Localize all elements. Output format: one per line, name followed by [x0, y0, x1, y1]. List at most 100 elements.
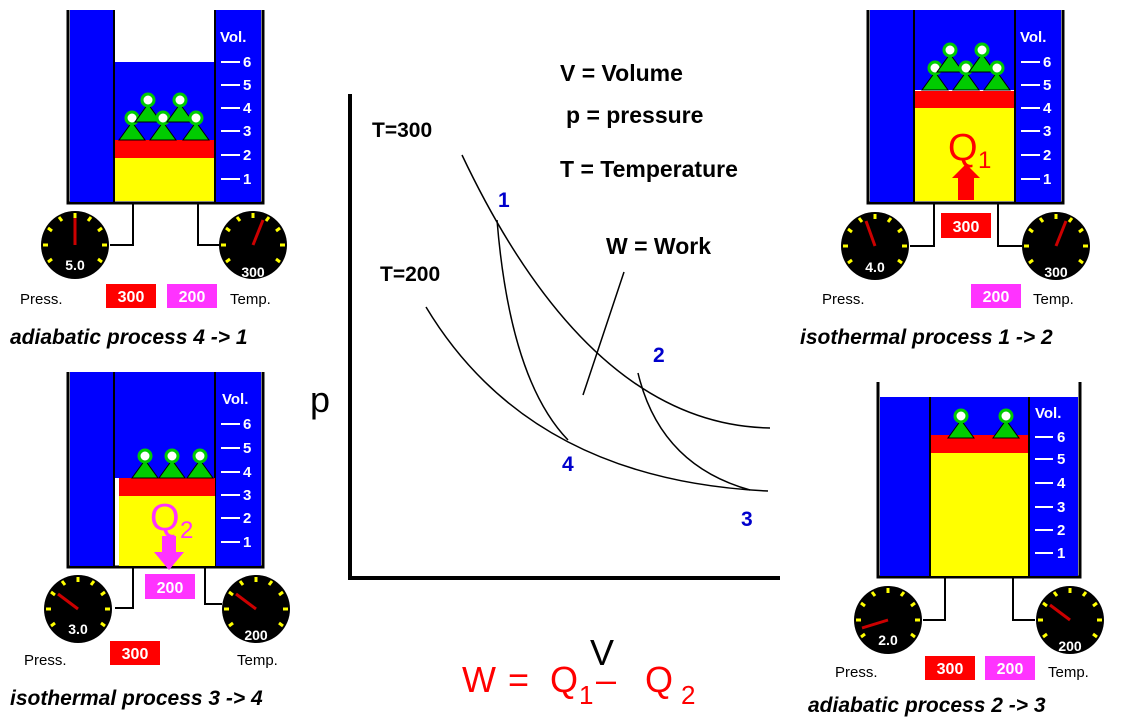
- caption-adiabatic-4-1: adiabatic process 4 -> 1: [10, 326, 248, 349]
- panel-adiabatic-2-3: Vol. 6 5 4 3 2 1 2.0 200 Press. Temp. 300 2…: [808, 382, 1104, 717]
- svg-text:1: 1: [978, 147, 991, 174]
- temperature-gauge: 300: [219, 211, 287, 280]
- svg-text:300: 300: [118, 289, 145, 306]
- tank-outline: [66, 10, 265, 205]
- svg-text:4: 4: [1057, 475, 1066, 492]
- svg-text:300: 300: [241, 264, 265, 280]
- legend-volume: V = Volume: [560, 60, 683, 86]
- svg-text:200: 200: [983, 289, 1010, 306]
- hot-reservoir-badge: [110, 641, 160, 665]
- x-axis-label: V: [590, 632, 614, 673]
- panel-isothermal-3-4: Vol. 6 5 4 3 2 1 Q 2 200 3.0 200 Press. Tem…: [10, 372, 290, 710]
- point-4-label: 4: [562, 453, 574, 476]
- pressure-gauge: 4.0: [841, 212, 909, 280]
- point-2-label: 2: [653, 344, 665, 367]
- svg-text:200: 200: [1058, 638, 1082, 654]
- svg-text:300: 300: [1044, 264, 1068, 280]
- svg-text:Press.: Press.: [24, 652, 67, 669]
- svg-text:4.0: 4.0: [865, 259, 885, 275]
- hot-reservoir-badge: [925, 656, 975, 680]
- svg-text:3: 3: [1043, 123, 1051, 140]
- caption-isothermal-3-4: isothermal process 3 -> 4: [10, 687, 263, 710]
- volume-scale: [1029, 397, 1078, 576]
- svg-text:5: 5: [1057, 451, 1065, 468]
- svg-text:Temp.: Temp.: [230, 291, 271, 308]
- y-axis-label: p: [310, 379, 330, 420]
- legend-pressure: p = pressure: [566, 102, 703, 128]
- svg-text:Temp.: Temp.: [237, 652, 278, 669]
- svg-text:=: =: [508, 659, 529, 700]
- gas-volume: [115, 158, 214, 201]
- pressure-gauge: 2.0: [854, 586, 922, 654]
- svg-text:Temp.: Temp.: [1048, 664, 1089, 681]
- svg-text:Vol.: Vol.: [222, 391, 248, 408]
- svg-text:2.0: 2.0: [878, 632, 898, 648]
- adiabat-4-1-curve: [496, 219, 569, 441]
- svg-text:Vol.: Vol.: [1020, 29, 1046, 46]
- temperature-gauge: 200: [1036, 586, 1104, 654]
- temperature-gauge: 300: [1022, 212, 1090, 280]
- temperature-gauge: 200: [222, 575, 290, 643]
- point-1-label: 1: [498, 189, 510, 212]
- svg-text:Press.: Press.: [20, 291, 63, 308]
- svg-text:Press.: Press.: [835, 664, 878, 681]
- svg-text:300: 300: [953, 219, 980, 236]
- cold-reservoir-badge: [985, 656, 1035, 680]
- piston: [931, 435, 1028, 453]
- volume-scale: [215, 372, 261, 566]
- volume-scale: [215, 10, 261, 202]
- svg-text:2: 2: [1043, 147, 1051, 164]
- svg-text:5.0: 5.0: [65, 257, 85, 273]
- svg-text:Q: Q: [645, 659, 673, 700]
- svg-text:2: 2: [243, 147, 251, 164]
- svg-text:3: 3: [243, 487, 251, 504]
- hot-reservoir-badge: [941, 213, 991, 238]
- caption-isothermal-1-2: isothermal process 1 -> 2: [800, 326, 1053, 349]
- svg-text:1: 1: [1043, 171, 1051, 188]
- svg-text:Press.: Press.: [822, 291, 865, 308]
- svg-text:1: 1: [1057, 545, 1065, 562]
- svg-text:3: 3: [243, 123, 251, 140]
- piston: [119, 478, 215, 496]
- svg-text:1: 1: [243, 171, 251, 188]
- pressure-gauge: 5.0: [41, 211, 109, 279]
- svg-text:W: W: [462, 659, 496, 700]
- hot-reservoir-badge: [106, 284, 156, 308]
- isotherm-300-label: T=300: [372, 119, 432, 142]
- svg-text:6: 6: [243, 416, 251, 433]
- legend-work: W = Work: [606, 233, 711, 259]
- heat-out-label: Q: [150, 497, 180, 539]
- svg-text:300: 300: [937, 661, 964, 678]
- svg-text:Q: Q: [550, 659, 578, 700]
- isotherm-200-label: T=200: [380, 263, 440, 286]
- svg-text:6: 6: [1057, 429, 1065, 446]
- cold-reservoir-badge: [971, 284, 1021, 308]
- svg-text:200: 200: [157, 580, 184, 597]
- legend-temperature: T = Temperature: [560, 156, 738, 182]
- svg-text:200: 200: [997, 661, 1024, 678]
- svg-text:Vol.: Vol.: [1035, 405, 1061, 422]
- svg-text:1: 1: [579, 680, 593, 710]
- svg-text:3: 3: [1057, 499, 1065, 516]
- pv-diagram: T=300 T=200 1 2 3 4 V = Volume p = press…: [310, 60, 780, 710]
- svg-text:2: 2: [180, 517, 193, 544]
- svg-text:1: 1: [243, 534, 251, 551]
- gas-volume: [931, 453, 1028, 576]
- svg-text:5: 5: [243, 440, 251, 457]
- heat-out-arrow: [154, 536, 184, 570]
- panel-isothermal-1-2: Vol. 6 5 4 3 2 1 Q 1 300 4.0 300 Press. Tem…: [800, 10, 1090, 349]
- svg-text:6: 6: [243, 54, 251, 71]
- svg-text:6: 6: [1043, 54, 1051, 71]
- adiabat-2-3-curve: [637, 372, 751, 491]
- svg-text:2: 2: [1057, 522, 1065, 539]
- heat-in-label: Q: [948, 127, 978, 169]
- svg-text:3.0: 3.0: [68, 621, 88, 637]
- svg-text:2: 2: [243, 510, 251, 527]
- caption-adiabatic-2-3: adiabatic process 2 -> 3: [808, 694, 1046, 717]
- water-left: [70, 10, 114, 202]
- isotherm-200-curve: [425, 306, 769, 492]
- svg-text:Vol.: Vol.: [220, 29, 246, 46]
- pressure-gauge: 3.0: [44, 575, 112, 643]
- panel-adiabatic-4-1: Vol. 6 5 4 3 2 1 5.0 300 Press. Temp. 300 2…: [10, 10, 287, 349]
